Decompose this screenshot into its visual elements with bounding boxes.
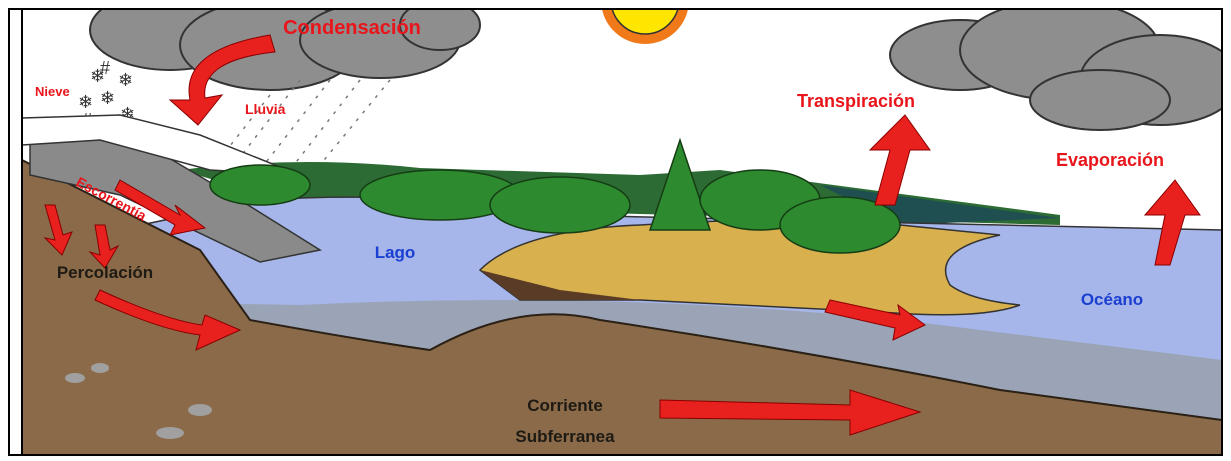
water-cycle-diagram: ❄❄❄ ❄❄## <box>0 0 1231 461</box>
label-percolation: Percolación <box>57 263 153 282</box>
label-ocean: Océano <box>1081 290 1143 309</box>
scene: ❄❄❄ ❄❄## <box>22 0 1231 455</box>
svg-text:❄: ❄ <box>78 92 93 112</box>
label-snow: Nieve <box>35 84 70 99</box>
svg-text:❄: ❄ <box>118 70 133 90</box>
label-condensation: Condensación <box>283 17 421 39</box>
label-evaporation: Evaporación <box>1056 150 1164 170</box>
label-lake: Lago <box>375 243 416 262</box>
island <box>480 220 1020 315</box>
label-transpiration: Transpiración <box>797 91 915 111</box>
label-groundwater-line2: Subferranea <box>515 427 615 446</box>
label-groundwater-line1: Corriente <box>527 396 603 415</box>
svg-text:❄: ❄ <box>100 88 115 108</box>
label-rain: Lluvia <box>245 101 286 117</box>
svg-text:#: # <box>100 58 110 78</box>
page: ❄❄❄ ❄❄## <box>0 0 1231 461</box>
